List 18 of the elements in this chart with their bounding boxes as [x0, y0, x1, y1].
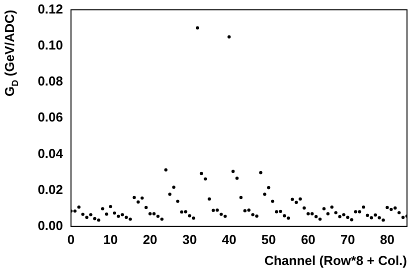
y-tick-label: 0.06 — [38, 110, 63, 125]
x-tick-label: 0 — [67, 232, 75, 247]
x-tick-label: 50 — [261, 232, 276, 247]
x-tick-label: 10 — [103, 232, 118, 247]
y-tick-label: 0.04 — [38, 146, 64, 161]
x-tick-label: 60 — [300, 232, 316, 247]
y-axis-title: GD (GeV/ADC) — [2, 10, 20, 96]
x-tick-label: 20 — [142, 232, 158, 247]
x-tick-label: 30 — [182, 232, 197, 247]
x-axis-title: Channel (Row*8 + Col.) — [264, 253, 408, 268]
y-tick-label: 0.08 — [38, 74, 63, 89]
x-tick-label: 40 — [222, 232, 236, 247]
y-tick-label: 0.10 — [38, 37, 63, 52]
y-tick-label: 0.12 — [38, 1, 63, 16]
x-tick-label: 70 — [340, 232, 355, 247]
y-tick-label: 0.02 — [38, 182, 63, 197]
y-tick-label: 0.00 — [38, 218, 63, 233]
x-tick-label: 80 — [380, 232, 394, 247]
